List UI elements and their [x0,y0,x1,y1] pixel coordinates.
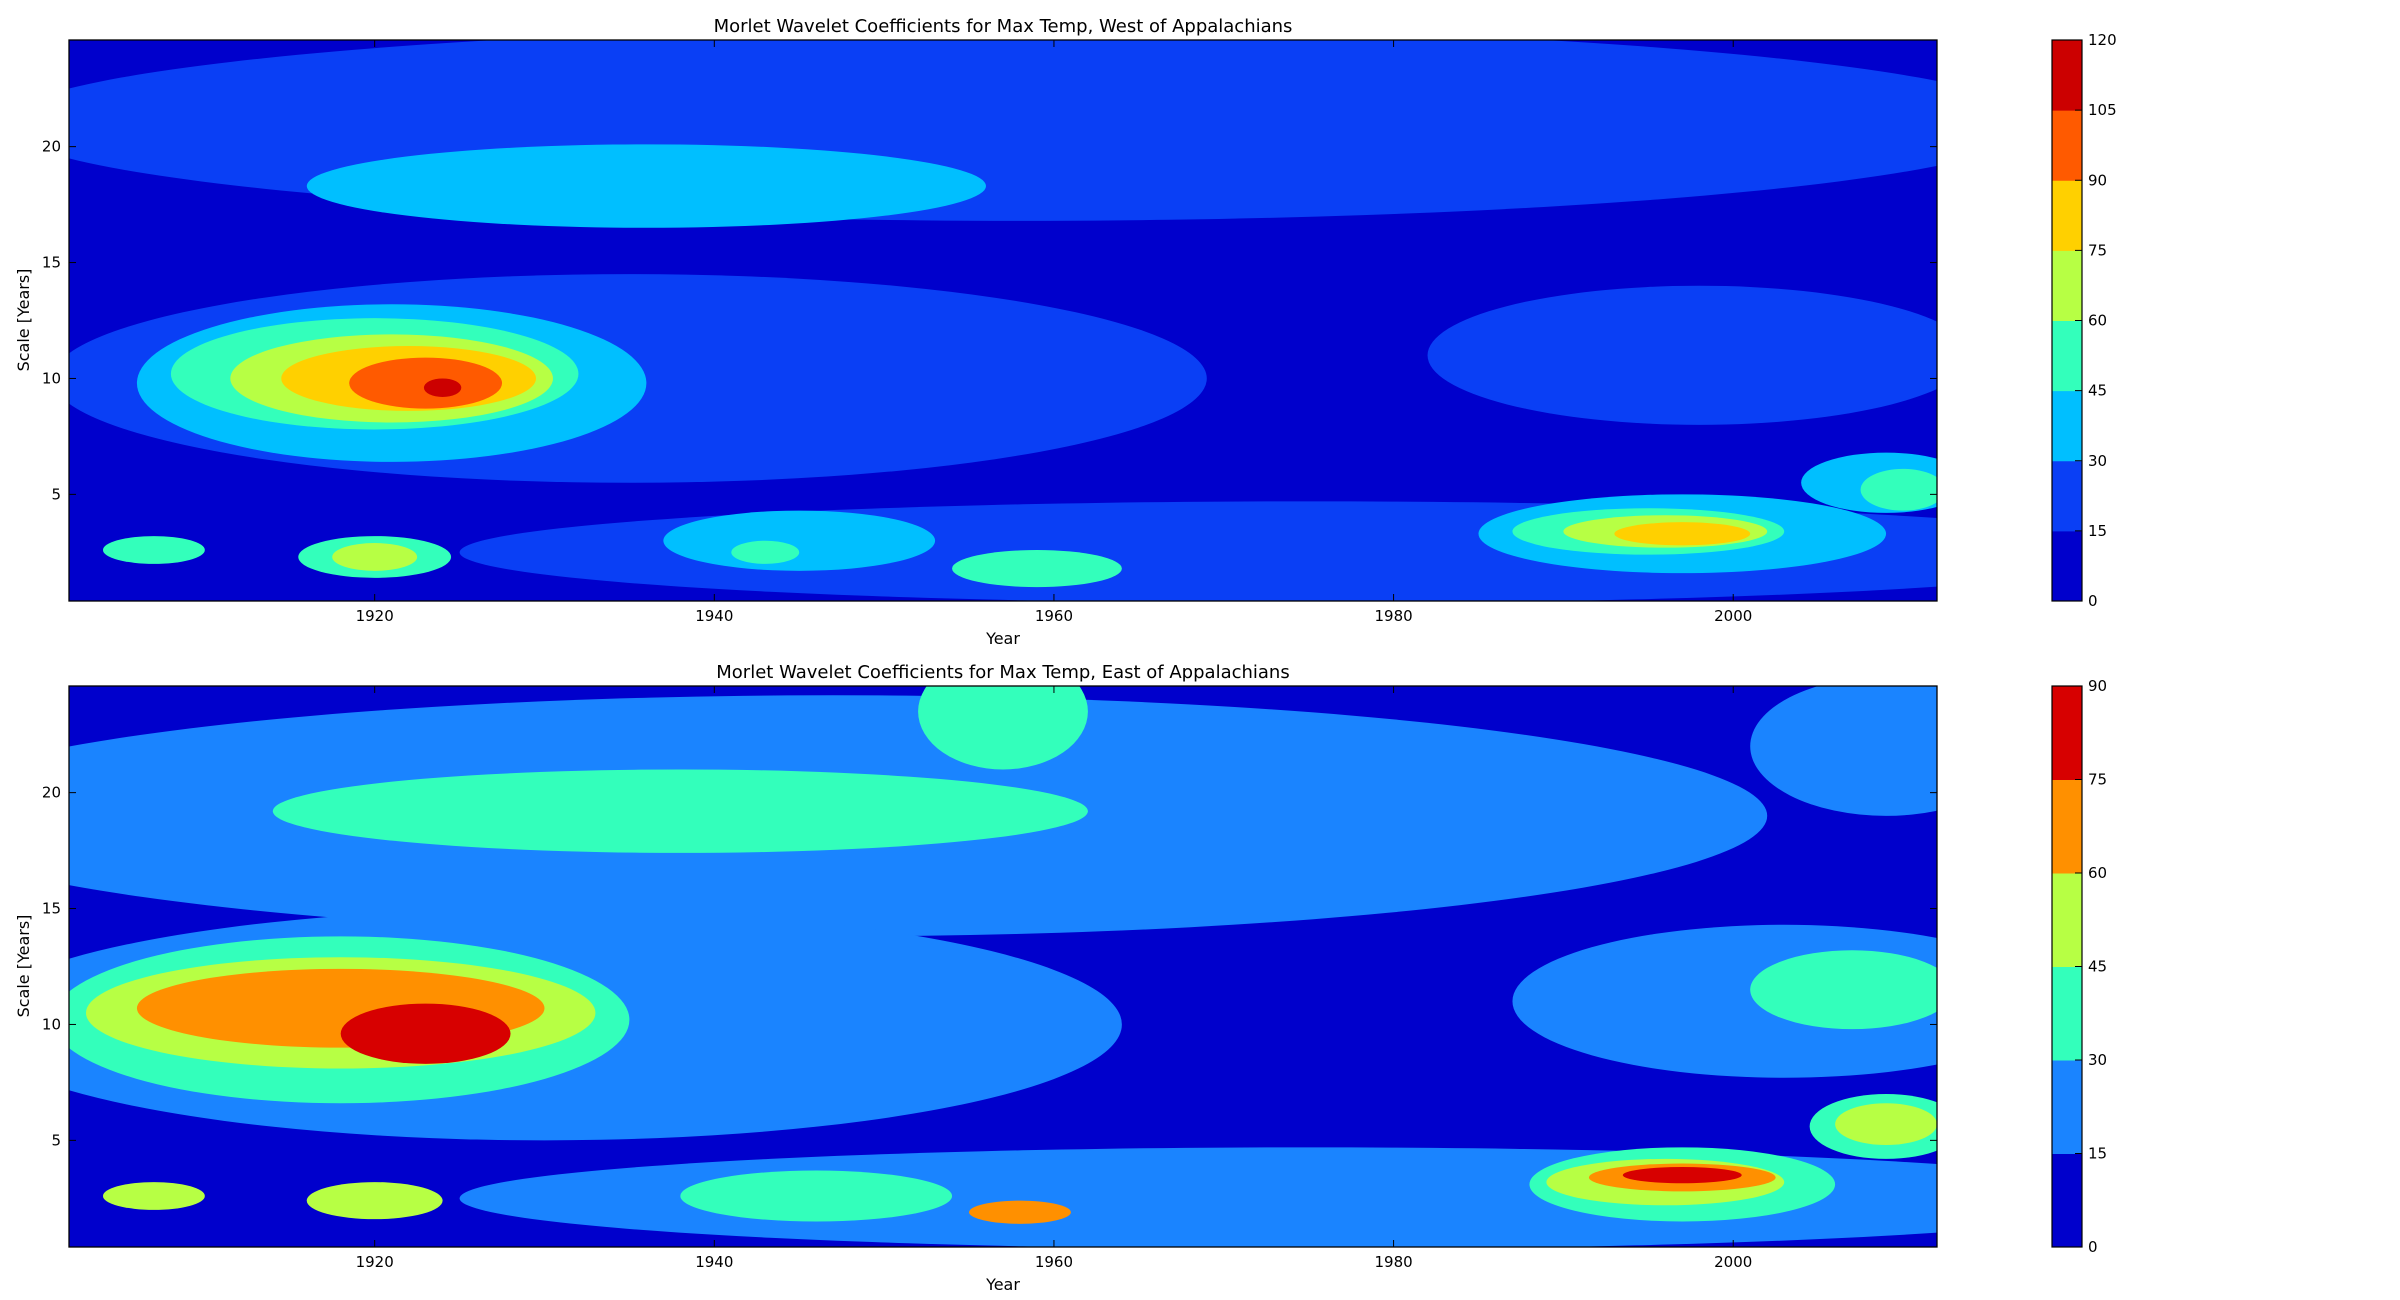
y-axis-ticks: 5 10 15 20 [42,138,1937,503]
contour-region [349,357,503,409]
plot-frame [68,39,1938,602]
colorbar-tick-label: 120 [2088,31,2117,49]
x-tick-label: 1940 [695,1253,733,1271]
contour-region [1427,285,1937,425]
colorbar-segment [2052,530,2082,602]
x-axis-label: Year [985,1275,1020,1294]
y-tick-label: 10 [42,369,61,387]
contour-region [918,686,1088,770]
contour-region [306,144,987,228]
colorbar-tick-label: 45 [2088,958,2107,976]
colorbar-segment [2052,320,2082,392]
chart-west: Morlet Wavelet Coefficients for Max Temp… [14,16,2117,648]
colorbar-tick-label: 90 [2088,677,2107,695]
contour-region [969,1200,1071,1224]
contour-region [731,540,800,564]
colorbar-tick-label: 105 [2088,101,2117,119]
y-tick-label: 5 [51,1131,61,1149]
contour-region [1860,468,1937,511]
y-tick-label: 20 [42,138,61,156]
plot-frame [68,685,1938,1248]
y-axis-label: Scale [Years] [14,269,33,372]
colorbar-tick-label: 75 [2088,241,2107,259]
chart-east: Morlet Wavelet Coefficients for Max Temp… [14,662,2107,1294]
contour-region [1835,1103,1937,1145]
contour-region [340,1003,511,1064]
y-tick-label: 10 [42,1015,61,1033]
x-axis-ticks: 1920 1940 1960 1980 2000 [356,686,1752,1271]
contour-region [423,378,462,397]
colorbar-segment [2052,250,2082,321]
x-tick-label: 1940 [695,607,733,625]
colorbar-segment [2052,180,2082,251]
x-tick-label: 2000 [1714,607,1752,625]
y-tick-label: 15 [42,900,61,918]
x-tick-label: 1980 [1374,607,1412,625]
contour-region [332,543,418,571]
heatmap-area [69,40,1937,601]
chart-title: Morlet Wavelet Coefficients for Max Temp… [716,662,1289,683]
y-axis-ticks: 5 10 15 20 [42,784,1937,1149]
colorbar: 0 15 30 45 60 75 90 [2051,677,2107,1256]
colorbar-tick-label: 15 [2088,522,2107,540]
x-tick-label: 2000 [1714,1253,1752,1271]
colorbar-tick-label: 0 [2088,1238,2098,1256]
heatmap-area [69,686,1937,1247]
contour-blobs [69,40,1937,601]
contour-region [69,40,1937,221]
colorbar-tick-label: 30 [2088,452,2107,470]
x-tick-label: 1960 [1035,1253,1073,1271]
contour-region [680,1170,953,1222]
colorbar-segment [2052,1060,2082,1154]
colorbar-segment [2052,460,2082,532]
colorbar-segment [2052,40,2082,111]
colorbar-segment [2052,966,2082,1061]
x-tick-label: 1920 [356,607,394,625]
contour-region [1750,950,1937,1030]
colorbar-tick-label: 45 [2088,382,2107,400]
contour-region [102,536,205,564]
colorbar-tick-label: 90 [2088,171,2107,189]
colorbar-segment [2052,1153,2082,1248]
colorbar-tick-label: 60 [2088,312,2107,330]
colorbar-tick-label: 15 [2088,1145,2107,1163]
x-tick-label: 1960 [1035,607,1073,625]
y-tick-label: 20 [42,784,61,802]
colorbar-tick-label: 0 [2088,592,2098,610]
colorbar-segment [2052,873,2082,967]
x-tick-label: 1920 [356,1253,394,1271]
contour-region [1614,522,1751,546]
contour-region [952,550,1122,588]
contour-region [306,1182,443,1220]
x-axis-ticks: 1920 1940 1960 1980 2000 [356,40,1752,625]
contour-region [663,510,936,571]
chart-title: Morlet Wavelet Coefficients for Max Temp… [714,16,1293,37]
contour-region [1750,686,1937,816]
contour-region [272,769,1088,853]
contour-region [1622,1167,1742,1184]
x-axis-label: Year [985,629,1020,648]
contour-blobs [69,686,1937,1247]
colorbar-segment [2052,390,2082,462]
colorbar-segment [2052,686,2082,780]
colorbar-tick-label: 60 [2088,864,2107,882]
y-tick-label: 15 [42,254,61,272]
colorbar: 0 15 30 45 60 75 90 105 120 [2051,31,2117,610]
colorbar-tick-label: 75 [2088,771,2107,789]
y-axis-label: Scale [Years] [14,915,33,1018]
colorbar-segment [2052,779,2082,874]
colorbar-segment [2052,110,2082,181]
colorbar-tick-label: 30 [2088,1051,2107,1069]
x-tick-label: 1980 [1374,1253,1412,1271]
contour-region [102,1182,205,1210]
y-tick-label: 5 [51,485,61,503]
